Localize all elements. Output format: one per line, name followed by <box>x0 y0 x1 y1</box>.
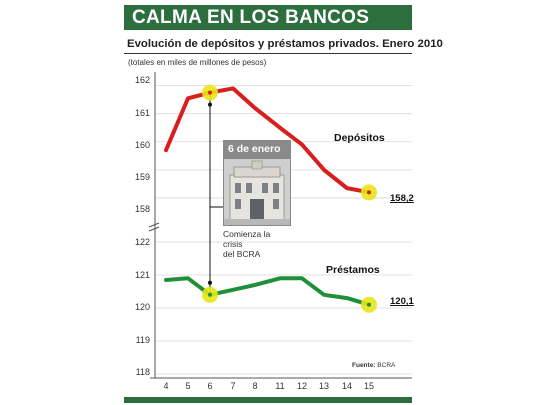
ytick-label: 162 <box>134 75 150 85</box>
bank-building-photo <box>223 158 291 226</box>
data-point <box>208 292 212 297</box>
source-label: Fuente: <box>352 362 376 369</box>
ytick-label: 158 <box>134 204 150 214</box>
chart-title: CALMA EN LOS BANCOS <box>132 7 370 28</box>
bottom-bar <box>124 397 412 403</box>
ytick-label: 160 <box>134 140 150 150</box>
building-icon <box>224 159 290 226</box>
series-line-prestamos <box>164 276 371 307</box>
end-value-depositos: 158,2 <box>390 193 414 204</box>
xtick-label: 12 <box>296 381 307 391</box>
date-marker <box>208 92 223 295</box>
source-value: BCRA <box>377 362 396 369</box>
subtitle-underline <box>124 53 412 54</box>
ytick-label: 120 <box>134 302 150 312</box>
xtick-label: 8 <box>252 381 258 391</box>
annotation-date: 6 de enero <box>223 140 291 158</box>
annotation-text-line: Comienza la crisis <box>223 229 271 249</box>
ytick-label: 119 <box>135 335 150 345</box>
xtick-label: 6 <box>207 381 213 391</box>
ytick-label: 161 <box>134 108 150 118</box>
axis-break-mark <box>148 222 160 228</box>
axis-break-mark <box>148 226 160 232</box>
title-banner: CALMA EN LOS BANCOS <box>124 5 412 30</box>
xtick-label: 14 <box>341 381 352 391</box>
data-point <box>208 90 212 95</box>
units-note: (totales en miles de millones de pesos) <box>128 58 267 67</box>
xtick-label: 13 <box>318 381 329 391</box>
annotation-callout: 6 de enero Comienza la crisis del BCRA <box>223 140 291 259</box>
ytick-label: 121 <box>134 270 150 280</box>
xtick-label: 11 <box>275 381 285 391</box>
xtick-label: 5 <box>185 381 191 391</box>
xtick-label: 4 <box>163 381 169 391</box>
xtick-label: 7 <box>230 381 236 391</box>
ytick-label: 118 <box>135 367 150 377</box>
annotation-text: Comienza la crisis del BCRA <box>223 229 291 259</box>
marker-end-dot <box>208 102 212 107</box>
ytick-label: 122 <box>134 237 150 247</box>
data-point <box>367 190 371 195</box>
xtick-label: 15 <box>363 381 374 391</box>
annotation-text-line: del BCRA <box>223 249 261 259</box>
marker-end-dot <box>208 280 212 285</box>
source-note: Fuente: BCRA <box>352 362 395 369</box>
series-line-depositos <box>164 86 371 195</box>
chart-axes <box>148 72 412 379</box>
series-label-depositos: Depósitos <box>334 132 385 144</box>
chart-subtitle: Evolución de depósitos y préstamos priva… <box>127 38 443 50</box>
series-label-prestamos: Préstamos <box>326 264 380 276</box>
ytick-label: 159 <box>134 172 150 182</box>
end-value-prestamos: 120,1 <box>390 296 414 307</box>
data-point <box>367 302 371 307</box>
